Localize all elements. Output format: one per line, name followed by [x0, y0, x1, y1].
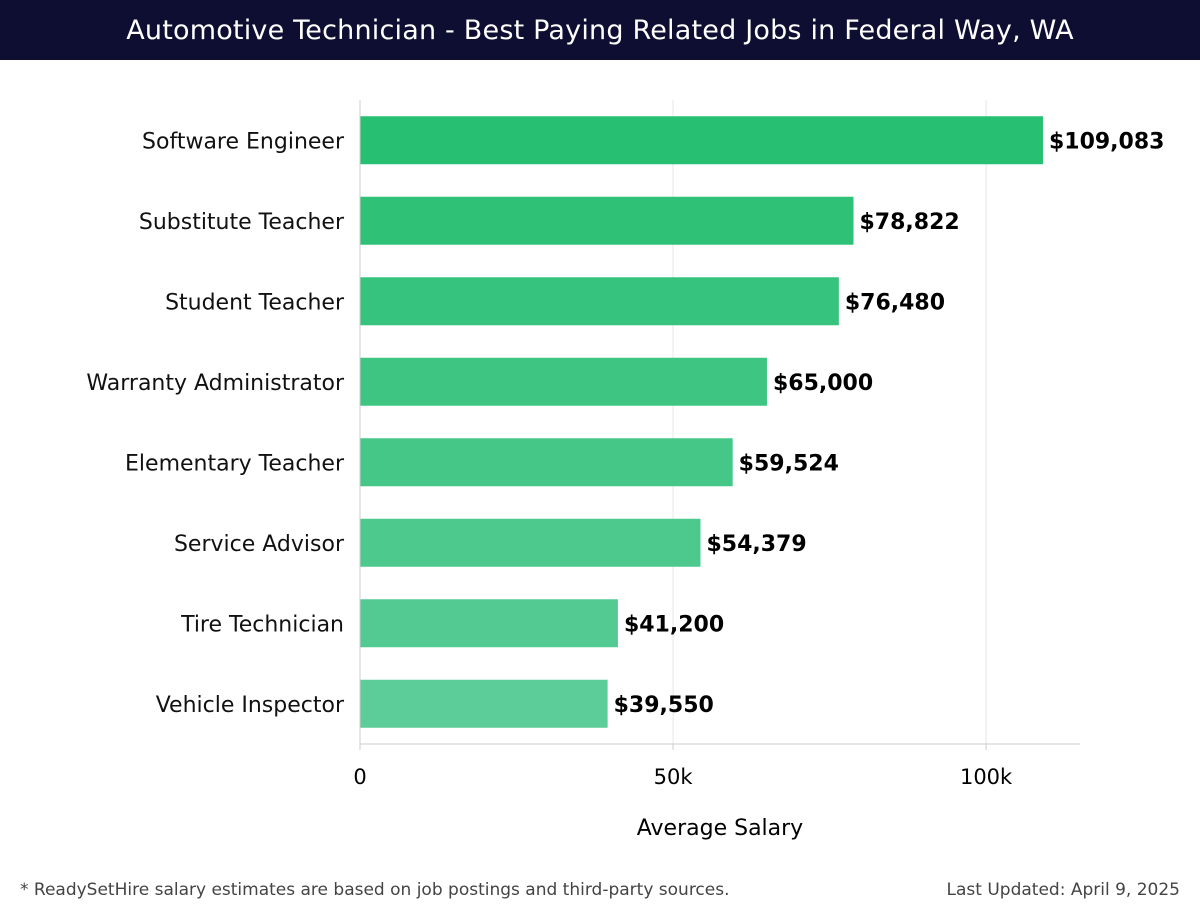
- category-label-2: Student Teacher: [165, 290, 345, 315]
- category-label-7: Vehicle Inspector: [156, 693, 345, 718]
- x-tick-label-1: 50k: [654, 765, 694, 789]
- x-axis-title: Average Salary: [637, 816, 803, 841]
- value-label-2: $76,480: [845, 290, 945, 315]
- bar-7: [360, 679, 608, 728]
- value-label-4: $59,524: [739, 451, 839, 476]
- bar-6: [360, 599, 618, 648]
- value-label-7: $39,550: [614, 693, 714, 718]
- category-label-4: Elementary Teacher: [125, 451, 345, 476]
- category-label-1: Substitute Teacher: [139, 210, 345, 235]
- category-label-6: Tire Technician: [180, 612, 344, 637]
- bar-0: [360, 116, 1043, 165]
- x-tick-label-2: 100k: [960, 765, 1013, 789]
- bar-4: [360, 438, 733, 487]
- chart-title: Automotive Technician - Best Paying Rela…: [126, 14, 1074, 46]
- value-label-1: $78,822: [859, 210, 959, 235]
- value-label-3: $65,000: [773, 371, 873, 396]
- value-label-0: $109,083: [1049, 129, 1165, 154]
- last-updated: Last Updated: April 9, 2025: [946, 880, 1180, 900]
- category-label-0: Software Engineer: [142, 129, 345, 154]
- x-tick-label-0: 0: [353, 765, 366, 789]
- bar-1: [360, 196, 854, 245]
- bar-5: [360, 518, 701, 567]
- value-label-6: $41,200: [624, 612, 724, 637]
- bar-3: [360, 357, 767, 406]
- bar-2: [360, 277, 839, 326]
- title-bar: Automotive Technician - Best Paying Rela…: [0, 0, 1200, 60]
- footer-note: * ReadySetHire salary estimates are base…: [20, 880, 730, 900]
- category-label-5: Service Advisor: [174, 532, 345, 557]
- value-label-5: $54,379: [706, 532, 806, 557]
- category-label-3: Warranty Administrator: [86, 371, 345, 396]
